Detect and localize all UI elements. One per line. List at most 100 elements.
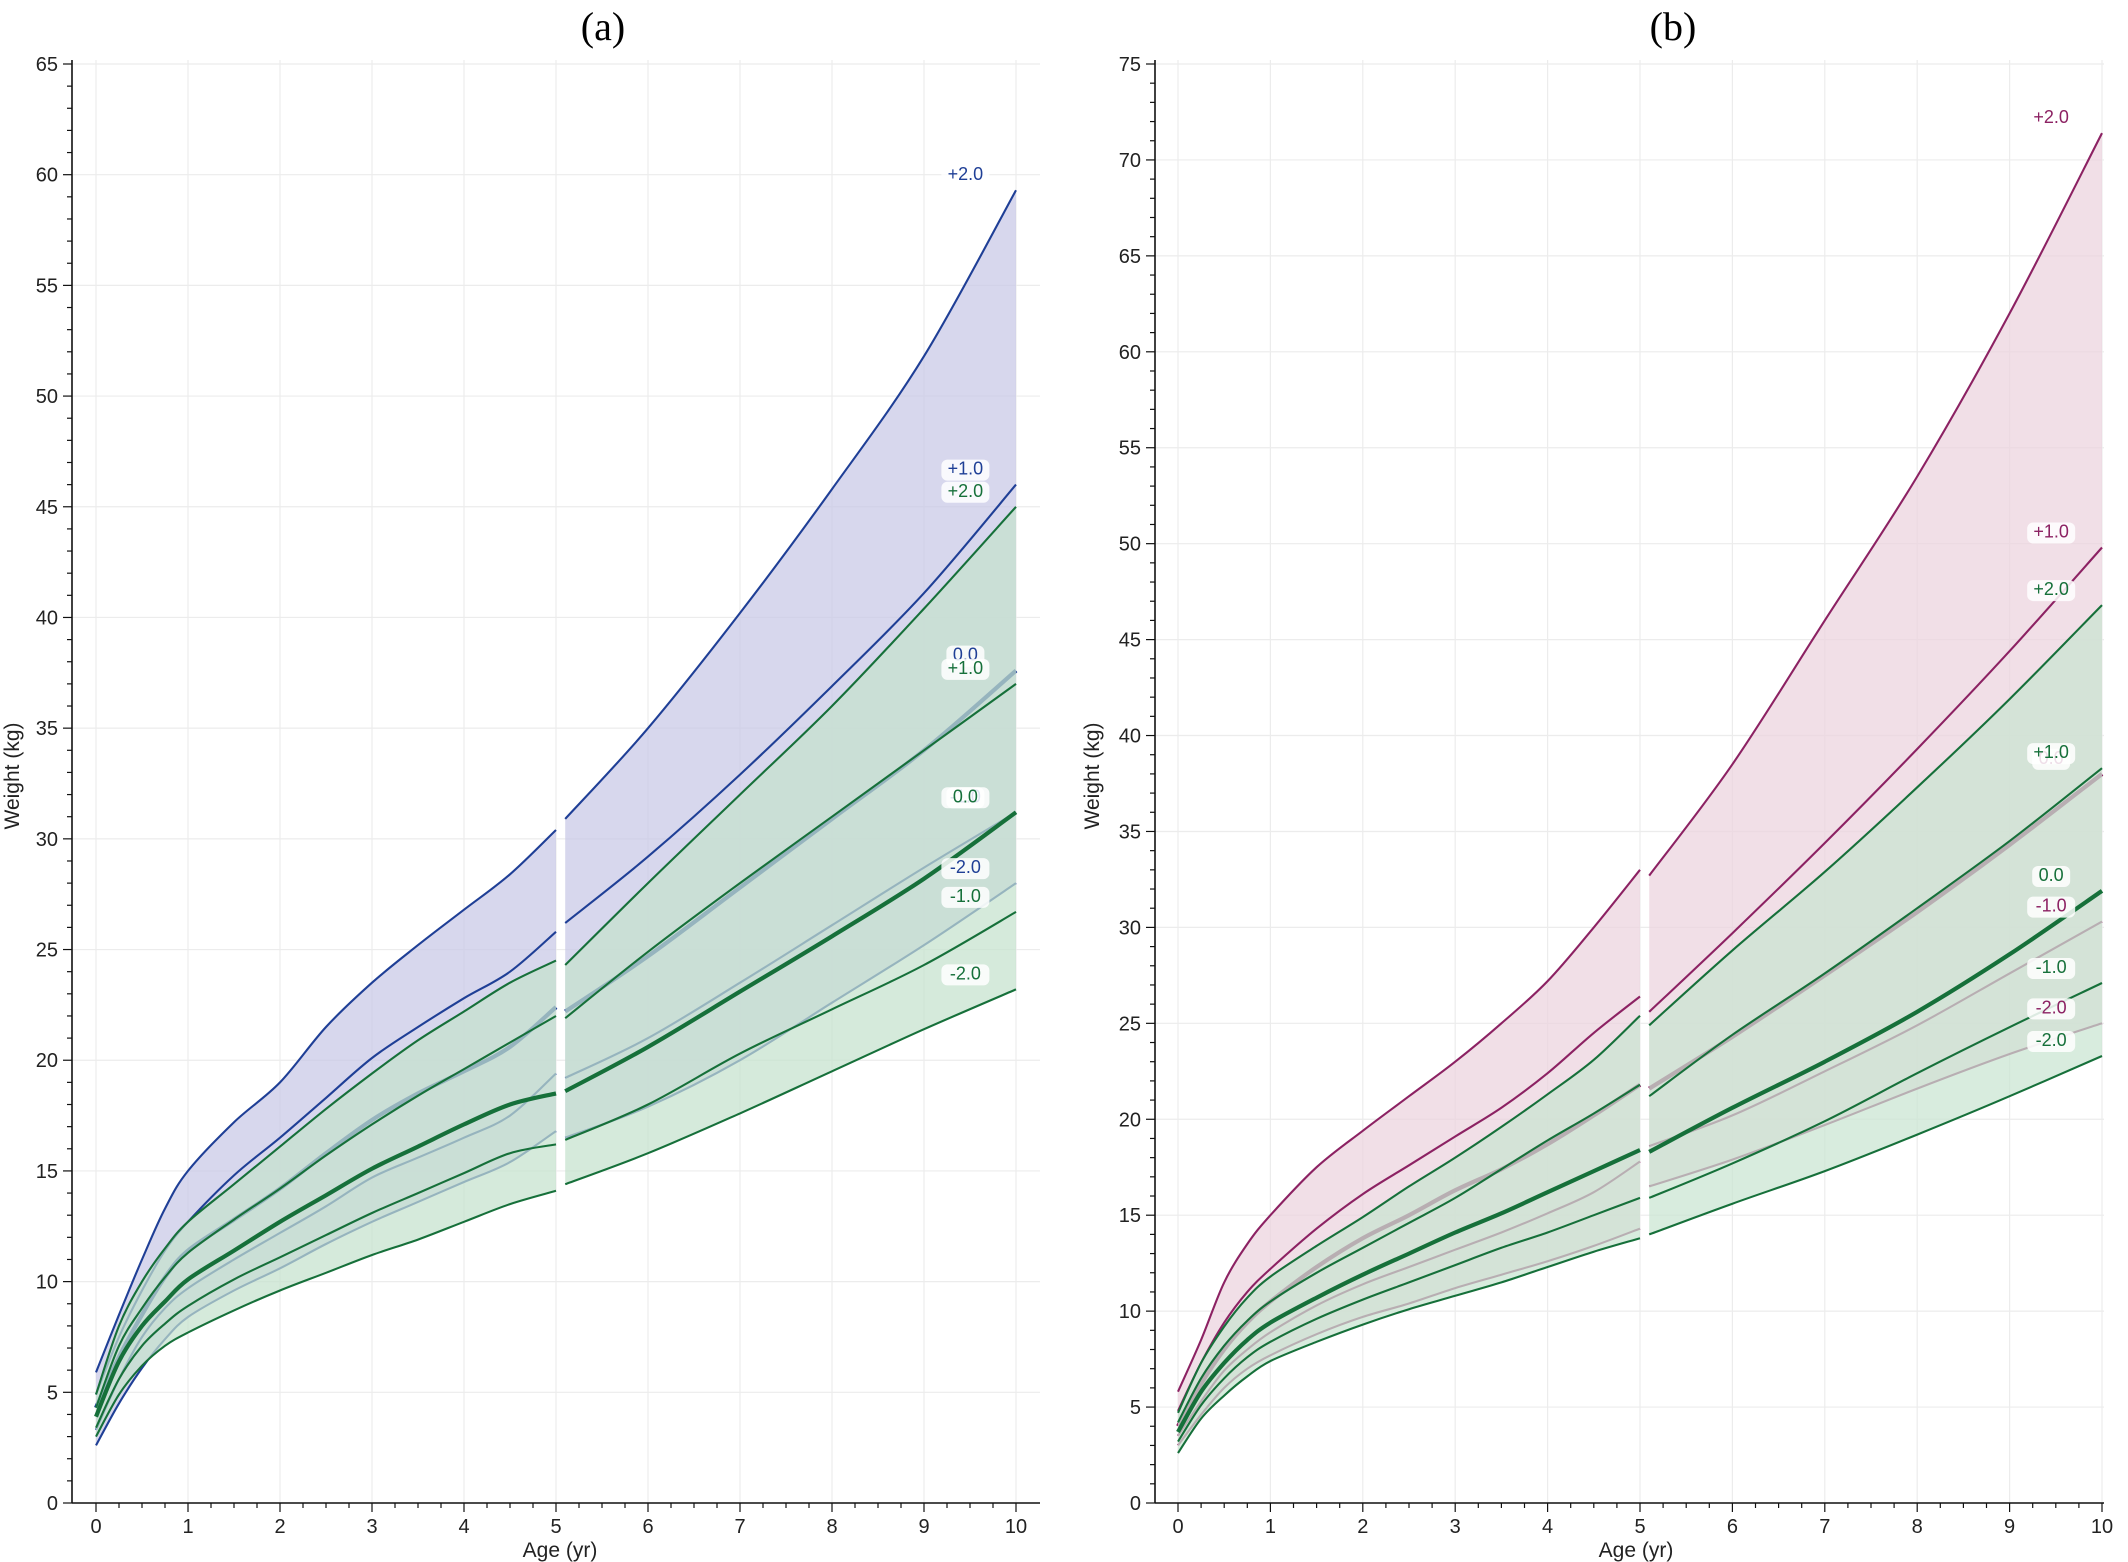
y-tick-label: 30 [36, 829, 58, 851]
x-tick-label: 3 [1450, 1516, 1461, 1538]
y-tick-label: 70 [1119, 150, 1141, 172]
curve-label: -2.0 [950, 963, 981, 983]
y-tick-label: 25 [36, 940, 58, 962]
y-tick-label: 45 [1119, 630, 1141, 652]
y-tick-label: 5 [1130, 1397, 1141, 1419]
x-tick-label: 6 [1727, 1516, 1738, 1538]
x-tick-label: 0 [1172, 1516, 1183, 1538]
series-line [1177, 1083, 1641, 1423]
curve-label-bg [941, 165, 990, 187]
series-line [1648, 132, 2103, 877]
x-tick-label: 8 [826, 1516, 837, 1538]
x-tick-label: 10 [2091, 1516, 2113, 1538]
y-tick-label: 35 [36, 718, 58, 740]
x-tick-label: 7 [734, 1516, 745, 1538]
series-line [1177, 1237, 1641, 1454]
x-tick-label: 9 [2004, 1516, 2015, 1538]
x-tick-label: 0 [90, 1516, 101, 1538]
y-tick-label: 15 [36, 1161, 58, 1183]
panel-b: (b) Age (yr) Weight (kg) +2.0 +1.0 0.0 -1.0… [1081, 4, 2113, 1562]
curve-label: +1.0 [2033, 742, 2069, 762]
curve-group-1 [94, 506, 1018, 1438]
y-tick-label: 10 [1119, 1301, 1141, 1323]
curve-label-bg [941, 459, 990, 481]
series-line [564, 483, 1017, 924]
series-line [1648, 1055, 2103, 1236]
y-tick-label: 50 [36, 386, 58, 408]
x-tick-label: 10 [1005, 1516, 1027, 1538]
curve-label: -2.0 [2036, 997, 2067, 1017]
y-tick-label: 10 [36, 1272, 58, 1294]
curve-label-bg [941, 658, 990, 680]
series-line [1177, 1196, 1641, 1443]
x-tick-label: 7 [1819, 1516, 1830, 1538]
y-tick-label: 65 [36, 54, 58, 76]
curve-label: +2.0 [948, 481, 984, 501]
series-line [1648, 546, 2103, 1013]
y-tick-label: 15 [1119, 1205, 1141, 1227]
curve-label-bg [2027, 108, 2076, 130]
curve-label: -2.0 [2036, 1030, 2067, 1050]
y-tick-label: 45 [36, 497, 58, 519]
curve-label-bg [941, 858, 990, 880]
curve-label: -2.0 [950, 857, 981, 877]
curve-label-bg [2027, 896, 2076, 918]
curve-label-bg [2027, 958, 2076, 980]
band-fill [1178, 1015, 1640, 1454]
series-line [1648, 604, 2103, 1027]
x-tick-label: 9 [918, 1516, 929, 1538]
y-tick-label: 75 [1119, 54, 1141, 76]
curve-label: +1.0 [2033, 522, 2069, 542]
curve-label: -1.0 [2036, 957, 2067, 977]
curve-label-bg [2032, 865, 2071, 887]
panel-a: (a) Age (yr) Weight (kg) +2.0+1.00.0-1.0… [1, 4, 1040, 1562]
curve-group-1 [1176, 604, 2104, 1454]
series-line [95, 959, 557, 1395]
curve-label: 0.0 [2039, 865, 2064, 885]
curve-label-bg [2027, 580, 2076, 602]
y-tick-label: 55 [36, 275, 58, 297]
y-tick-label: 5 [47, 1382, 58, 1404]
x-axis-label: Age (yr) [523, 1539, 598, 1562]
band-fill [1649, 605, 2102, 1235]
series-line [1648, 889, 2104, 1154]
series-line [95, 1143, 557, 1429]
x-tick-label: 2 [274, 1516, 285, 1538]
y-tick-label: 40 [1119, 726, 1141, 748]
series-line [95, 829, 557, 1373]
x-tick-label: 3 [366, 1516, 377, 1538]
y-tick-label: 20 [1119, 1109, 1141, 1131]
series-line [564, 189, 1017, 820]
series-line [1177, 869, 1641, 1393]
y-tick-label: 20 [36, 1050, 58, 1072]
y-tick-label: 60 [1119, 342, 1141, 364]
curve-label: -1.0 [950, 886, 981, 906]
curve-label: +1.0 [948, 658, 984, 678]
band-fill [96, 960, 556, 1437]
curve-label: +2.0 [2033, 107, 2069, 127]
x-tick-label: 1 [1265, 1516, 1276, 1538]
x-tick-label: 8 [1912, 1516, 1923, 1538]
x-tick-label: 2 [1357, 1516, 1368, 1538]
series-line [564, 506, 1017, 966]
panel-title: (b) [1650, 4, 1697, 49]
curve-label: +2.0 [948, 164, 984, 184]
x-tick-label: 5 [1634, 1516, 1645, 1538]
series-line [564, 683, 1017, 1020]
curve-label-bg [2027, 522, 2076, 544]
series-line [564, 988, 1017, 1186]
curve-label-bg [941, 481, 990, 503]
series-line [1648, 982, 2103, 1199]
series-line [1177, 995, 1641, 1412]
curve-label-bg [946, 787, 985, 809]
y-tick-label: 0 [1130, 1493, 1141, 1515]
curve-label-bg [2027, 998, 2076, 1020]
x-tick-label: 4 [1542, 1516, 1553, 1538]
x-tick-label: 6 [642, 1516, 653, 1538]
y-tick-label: 65 [1119, 246, 1141, 268]
series-line [564, 910, 1017, 1141]
series-line [564, 810, 1018, 1094]
